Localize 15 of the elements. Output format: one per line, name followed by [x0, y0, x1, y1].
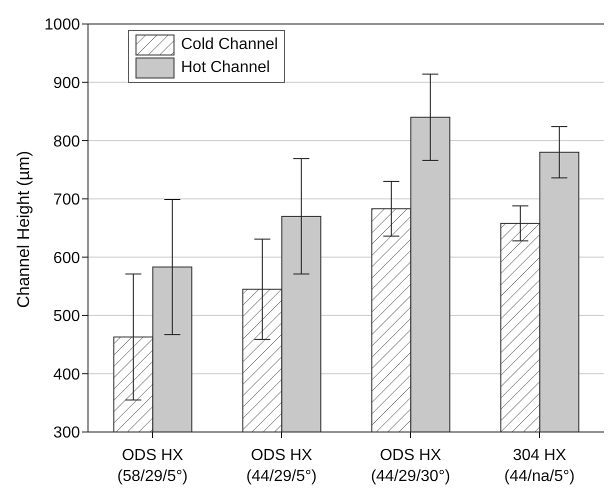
legend-label: Cold Channel — [181, 36, 278, 54]
legend-label: Hot Channel — [181, 59, 270, 77]
x-tick-label: ODS HX (58/29/5°) — [117, 447, 188, 485]
x-tick-label: 304 HX (44/na/5°) — [504, 447, 575, 485]
y-tick-label: 700 — [53, 192, 80, 209]
y-tick-label: 400 — [53, 366, 80, 384]
y-tick-label: 1000 — [44, 16, 80, 34]
x-tick-label: ODS HX (44/29/5°) — [246, 447, 317, 485]
x-tick-label: ODS HX (44/29/30°) — [370, 447, 450, 485]
y-axis-title: Channel Height (µm) — [14, 150, 34, 308]
y-tick-label: 800 — [53, 133, 80, 150]
y-tick-label: 600 — [53, 250, 80, 267]
y-tick-label: 900 — [53, 74, 80, 92]
y-tick-label: 300 — [53, 424, 80, 442]
y-tick-label: 500 — [53, 308, 80, 326]
